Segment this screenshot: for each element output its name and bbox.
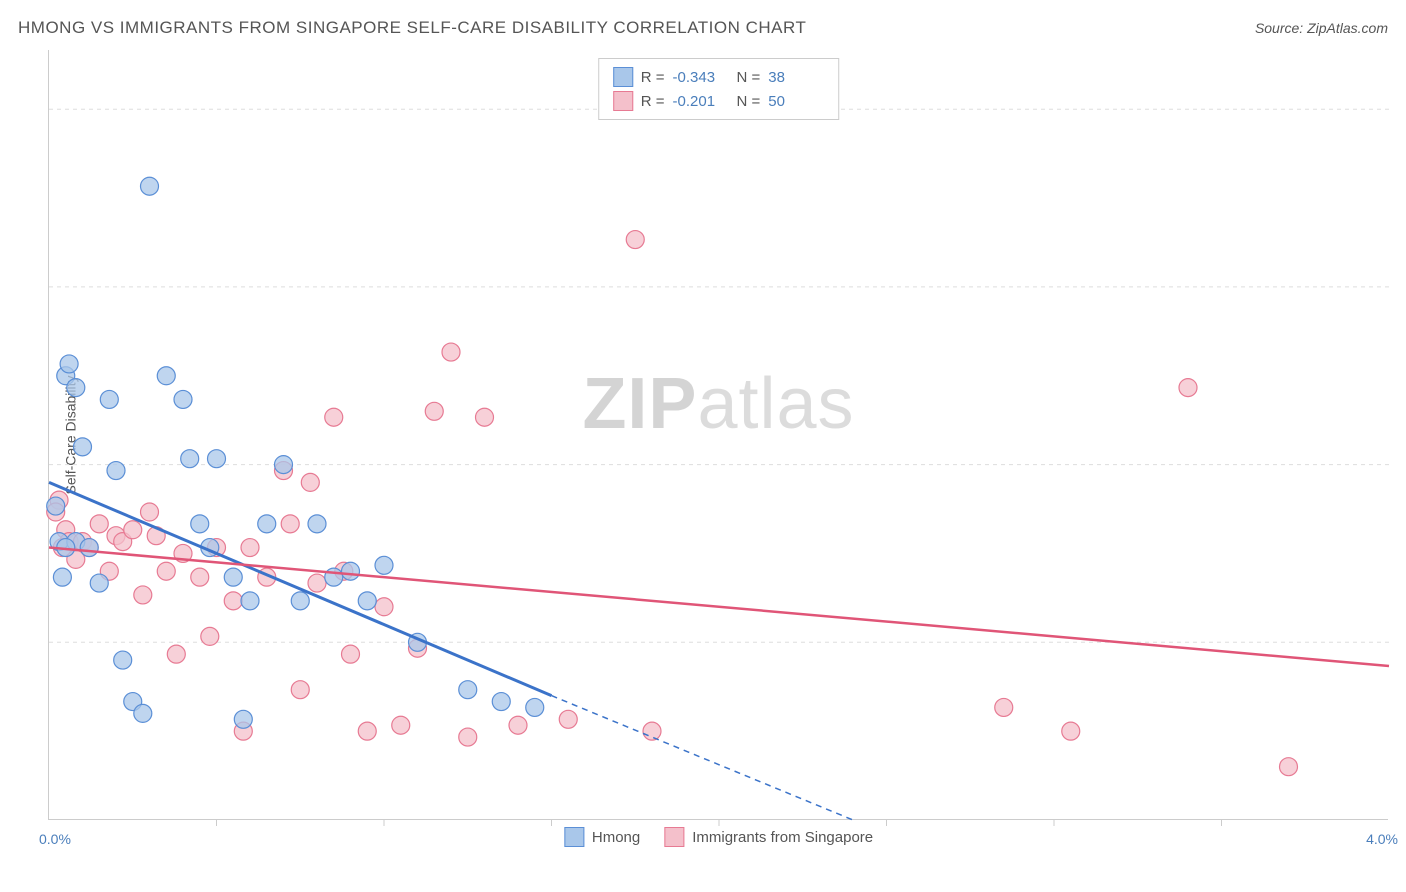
- x-axis-min-label: 0.0%: [39, 831, 71, 847]
- r-label: R =: [641, 69, 665, 86]
- n-label: N =: [737, 69, 761, 86]
- legend-item-series1: Hmong: [564, 827, 640, 847]
- series-legend: Hmong Immigrants from Singapore: [564, 827, 873, 847]
- y-tick-label: 1.5%: [1393, 634, 1406, 650]
- chart-plot-area: Self-Care Disability ZIPatlas 0.0% 4.0% …: [48, 50, 1388, 820]
- n-value-series2: 50: [768, 93, 824, 110]
- legend-label-series1: Hmong: [592, 829, 640, 846]
- chart-title: HMONG VS IMMIGRANTS FROM SINGAPORE SELF-…: [18, 18, 806, 38]
- stats-legend-box: R = -0.343 N = 38 R = -0.201 N = 50: [598, 58, 840, 120]
- stats-row-series2: R = -0.201 N = 50: [613, 89, 825, 113]
- chart-source: Source: ZipAtlas.com: [1255, 20, 1388, 36]
- legend-item-series2: Immigrants from Singapore: [664, 827, 873, 847]
- legend-swatch-series2: [664, 827, 684, 847]
- swatch-series2: [613, 91, 633, 111]
- n-value-series1: 38: [768, 69, 824, 86]
- x-axis-max-label: 4.0%: [1366, 831, 1398, 847]
- y-tick-label: 4.5%: [1393, 279, 1406, 295]
- y-tick-label: 6.0%: [1393, 101, 1406, 117]
- r-label: R =: [641, 93, 665, 110]
- swatch-series1: [613, 67, 633, 87]
- stats-row-series1: R = -0.343 N = 38: [613, 65, 825, 89]
- legend-label-series2: Immigrants from Singapore: [692, 829, 873, 846]
- chart-header: HMONG VS IMMIGRANTS FROM SINGAPORE SELF-…: [18, 18, 1388, 38]
- r-value-series1: -0.343: [673, 69, 729, 86]
- y-tick-label: 3.0%: [1393, 457, 1406, 473]
- r-value-series2: -0.201: [673, 93, 729, 110]
- scatter-plot-svg: [49, 50, 1388, 819]
- legend-swatch-series1: [564, 827, 584, 847]
- n-label: N =: [737, 93, 761, 110]
